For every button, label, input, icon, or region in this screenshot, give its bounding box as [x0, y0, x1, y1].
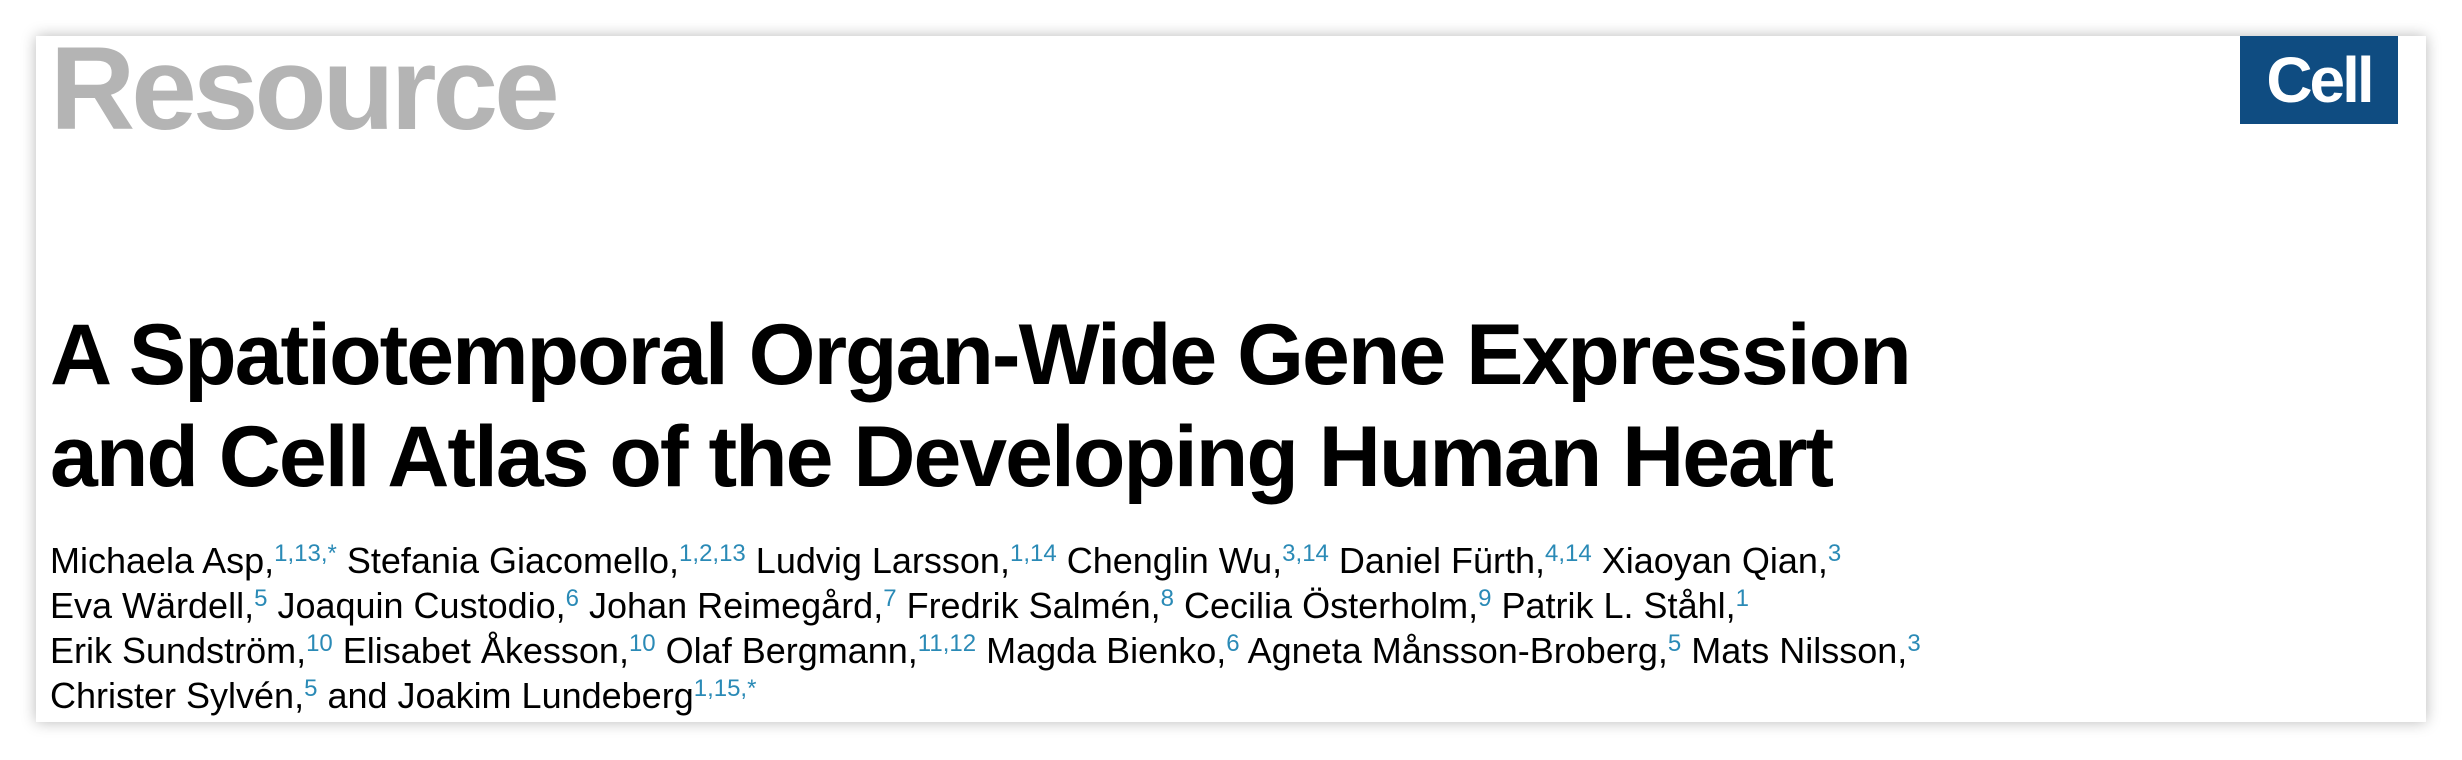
author-line: Michaela Asp,1,13,* Stefania Giacomello,…	[50, 538, 2410, 583]
author[interactable]: Chenglin Wu,3,14	[1067, 540, 1329, 581]
author-affiliation[interactable]: 10	[628, 630, 656, 657]
author[interactable]: Ludvig Larsson,1,14	[756, 540, 1057, 581]
author[interactable]: Magda Bienko,6	[986, 630, 1240, 671]
author[interactable]: Stefania Giacomello,1,2,13	[347, 540, 746, 581]
author-name: Erik Sundström,	[50, 630, 307, 671]
author[interactable]: and Joakim Lundeberg1,15,*	[327, 675, 756, 716]
author-name: Magda Bienko,	[986, 630, 1227, 671]
author-affiliation[interactable]: 1,15,*	[693, 675, 757, 702]
author-name: Michaela Asp,	[50, 540, 275, 581]
author-name: Ludvig Larsson,	[755, 540, 1010, 581]
author[interactable]: Erik Sundström,10	[50, 630, 333, 671]
author-name: and Joakim Lundeberg	[327, 675, 694, 716]
author-affiliation[interactable]: 3,14	[1282, 540, 1329, 567]
author-affiliation[interactable]: 9	[1478, 585, 1492, 612]
author[interactable]: Elisabet Åkesson,10	[343, 630, 656, 671]
author-line: Eva Wärdell,5 Joaquin Custodio,6 Johan R…	[50, 583, 2410, 628]
author-affiliation[interactable]: 6	[565, 585, 580, 612]
author[interactable]: Agneta Månsson-Broberg,5	[1248, 630, 1682, 671]
author[interactable]: Daniel Fürth,4,14	[1339, 540, 1592, 581]
author[interactable]: Joaquin Custodio,6	[277, 585, 579, 626]
author-name: Eva Wärdell,	[50, 585, 255, 626]
author-affiliation[interactable]: 5	[304, 675, 318, 702]
author[interactable]: Michaela Asp,1,13,*	[50, 540, 337, 581]
author[interactable]: Eva Wärdell,5	[50, 585, 267, 626]
author-affiliation[interactable]: 3	[1907, 630, 1921, 657]
author-affiliation[interactable]: 6	[1226, 630, 1240, 657]
author[interactable]: Mats Nilsson,3	[1691, 630, 1920, 671]
author[interactable]: Christer Sylvén,5	[50, 675, 317, 716]
author-name: Patrik L. Ståhl,	[1501, 585, 1736, 626]
journal-logo[interactable]: Cell	[2240, 36, 2398, 124]
author-affiliation[interactable]: 1	[1735, 585, 1749, 612]
author-affiliation[interactable]: 5	[254, 585, 268, 612]
author-affiliation[interactable]: 11,12	[917, 630, 977, 657]
author-affiliation[interactable]: 10	[306, 630, 333, 657]
article-header-card: Resource Cell A Spatiotemporal Organ-Wid…	[36, 30, 2426, 722]
author[interactable]: Xiaoyan Qian,3	[1602, 540, 1842, 581]
author-name: Agneta Månsson-Broberg,	[1247, 630, 1668, 671]
author-name: Fredrik Salmén,	[906, 585, 1161, 626]
author-affiliation[interactable]: 1,2,13	[679, 540, 746, 567]
author-name: Daniel Fürth,	[1338, 540, 1545, 581]
author-name: Johan Reimegård,	[589, 585, 884, 626]
author[interactable]: Olaf Bergmann,11,12	[666, 630, 976, 671]
author-affiliation[interactable]: 3	[1827, 540, 1842, 567]
author-name: Elisabet Åkesson,	[342, 630, 629, 671]
author-name: Chenglin Wu,	[1066, 540, 1283, 581]
author-name: Olaf Bergmann,	[665, 630, 918, 671]
author[interactable]: Patrik L. Ståhl,1	[1502, 585, 1749, 626]
title-line-2: and Cell Atlas of the Developing Human H…	[50, 409, 1834, 505]
author[interactable]: Cecilia Österholm,9	[1184, 585, 1491, 626]
author-name: Christer Sylvén,	[50, 675, 305, 716]
author-name: Mats Nilsson,	[1691, 630, 1908, 671]
section-label: Resource	[50, 23, 560, 155]
author-affiliation[interactable]: 7	[883, 585, 897, 612]
author-name: Cecilia Österholm,	[1184, 585, 1479, 626]
author[interactable]: Johan Reimegård,7	[589, 585, 897, 626]
author-affiliation[interactable]: 5	[1667, 630, 1682, 657]
author-affiliation[interactable]: 8	[1160, 585, 1175, 612]
author-name: Stefania Giacomello,	[346, 540, 680, 581]
author-name: Joaquin Custodio,	[277, 585, 566, 626]
author-affiliation[interactable]: 1,14	[1009, 540, 1057, 567]
author[interactable]: Fredrik Salmén,8	[907, 585, 1174, 626]
author-list: Michaela Asp,1,13,* Stefania Giacomello,…	[50, 538, 2410, 718]
author-affiliation[interactable]: 1,13,*	[274, 540, 337, 567]
title-line-1: A Spatiotemporal Organ-Wide Gene Express…	[50, 307, 1912, 403]
article-title: A Spatiotemporal Organ-Wide Gene Express…	[50, 304, 1912, 508]
author-line: Christer Sylvén,5 and Joakim Lundeberg1,…	[50, 673, 2410, 718]
author-name: Xiaoyan Qian,	[1601, 540, 1828, 581]
author-affiliation[interactable]: 4,14	[1545, 540, 1592, 567]
author-line: Erik Sundström,10 Elisabet Åkesson,10 Ol…	[50, 628, 2410, 673]
